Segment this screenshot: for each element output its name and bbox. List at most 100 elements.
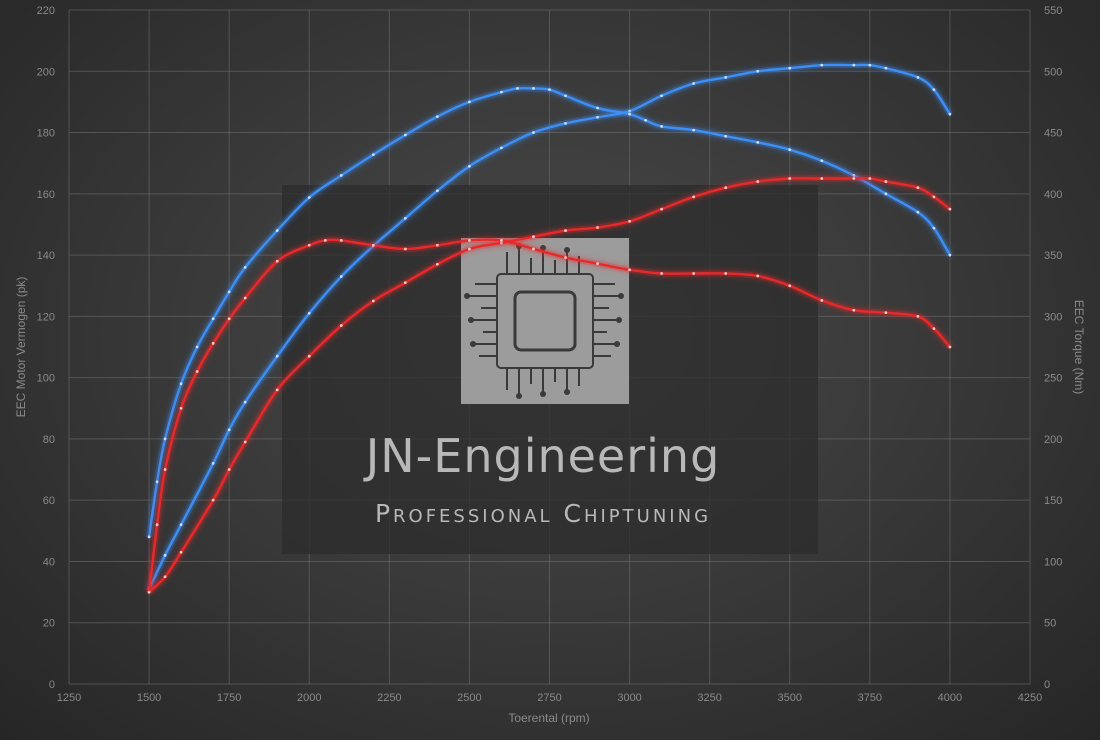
data-point [275, 259, 279, 263]
data-point [724, 272, 728, 275]
data-point [932, 226, 936, 230]
y-right-tick-label: 250 [1044, 373, 1062, 385]
data-point [163, 437, 167, 441]
data-point [243, 440, 247, 444]
data-point [163, 575, 167, 579]
data-point [788, 284, 792, 288]
y-left-tick-label: 100 [37, 373, 55, 385]
y-left-tick-label: 180 [37, 128, 55, 140]
data-point [916, 314, 920, 318]
data-point [884, 180, 888, 183]
data-point [155, 523, 159, 527]
data-point [820, 63, 824, 67]
data-point [243, 400, 247, 404]
data-point [179, 406, 183, 410]
series-line-3 [146, 236, 953, 594]
data-point [820, 299, 824, 302]
data-point [339, 238, 343, 242]
data-point [596, 115, 599, 119]
data-point [211, 498, 215, 502]
data-point [227, 290, 231, 294]
series-line-2 [147, 175, 952, 595]
data-point [516, 87, 519, 90]
data-point [227, 428, 231, 432]
data-point [788, 66, 792, 70]
data-point [307, 196, 311, 199]
x-tick-label: 3500 [778, 692, 802, 704]
data-point [820, 177, 824, 180]
data-point [403, 281, 407, 285]
x-tick-label: 1500 [137, 692, 161, 704]
data-point [596, 226, 599, 229]
data-point [468, 247, 471, 251]
data-point [371, 299, 375, 303]
data-point [724, 76, 728, 79]
data-point [820, 159, 824, 163]
data-point [435, 115, 439, 119]
data-point [371, 153, 375, 157]
data-point [852, 63, 856, 67]
data-point [468, 238, 471, 242]
data-point [756, 180, 760, 183]
data-point [564, 94, 567, 98]
y-left-tick-label: 220 [37, 5, 55, 17]
data-point [211, 317, 215, 321]
data-point [275, 388, 279, 392]
y-left-tick-label: 80 [43, 434, 55, 446]
data-point [644, 118, 647, 122]
y-left-tick-label: 160 [37, 189, 55, 201]
data-point [435, 262, 439, 266]
data-point [932, 88, 936, 92]
x-tick-label: 2500 [457, 692, 481, 704]
data-point [468, 100, 471, 104]
data-point [692, 272, 696, 275]
y-right-tick-label: 150 [1044, 495, 1062, 507]
data-point [660, 207, 664, 211]
data-point [660, 125, 664, 128]
y-right-tick-label: 100 [1044, 556, 1062, 568]
data-point [371, 243, 375, 247]
data-point [692, 82, 696, 85]
data-point [596, 106, 599, 110]
data-point [147, 535, 151, 539]
y-left-tick-label: 20 [43, 618, 55, 630]
data-point [948, 112, 952, 116]
y-right-tick-label: 500 [1044, 66, 1062, 78]
y-axis-left-title: EEC Motor Vermogen (pk) [14, 277, 28, 418]
y-right-tick-label: 0 [1044, 679, 1050, 691]
y-left-tick-label: 60 [43, 495, 55, 507]
series-line-1 [146, 85, 953, 539]
data-point [660, 272, 664, 275]
data-point [147, 590, 151, 594]
data-point [852, 177, 856, 180]
data-point [339, 324, 343, 327]
data-point [532, 235, 535, 239]
data-point [339, 275, 343, 278]
x-tick-label: 3000 [617, 692, 641, 704]
data-point [307, 311, 311, 315]
data-point [307, 243, 311, 247]
data-point [179, 382, 183, 386]
data-point [227, 317, 231, 321]
data-point [916, 210, 920, 214]
data-point [724, 134, 728, 138]
y-left-tick-label: 120 [37, 311, 55, 323]
series [146, 61, 953, 595]
data-point [500, 146, 503, 150]
data-point [243, 296, 247, 300]
data-point [884, 311, 888, 315]
data-point [500, 238, 503, 242]
watermark: JN-Engineering Professional Chiptuning [282, 185, 818, 554]
y-right-tick-label: 200 [1044, 434, 1062, 446]
data-point [564, 229, 567, 232]
data-point [532, 247, 535, 251]
x-tick-label: 3250 [697, 692, 721, 704]
y-right-tick-label: 50 [1044, 618, 1056, 630]
data-point [500, 90, 503, 94]
data-point [243, 265, 247, 269]
y-left-tick-label: 200 [37, 66, 55, 78]
data-point [163, 468, 167, 471]
data-point [163, 553, 167, 557]
data-point [403, 247, 407, 251]
data-point [628, 219, 631, 223]
